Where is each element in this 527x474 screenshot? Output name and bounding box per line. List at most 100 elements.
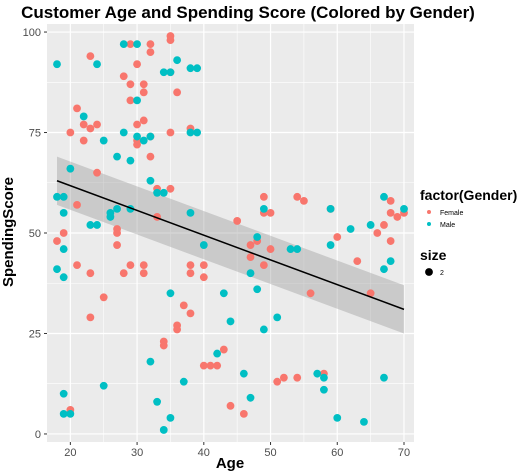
point-male [273,313,282,322]
point-female [333,233,342,241]
point-male [66,164,75,173]
point-female [173,88,182,97]
point-male [153,397,162,406]
trend-line [56,180,405,311]
point-male [119,40,128,48]
point-female [139,80,148,89]
legend-label-male: Male [440,222,455,229]
x-axis-title: Age [216,455,244,472]
point-female [353,257,362,266]
point-male [99,381,108,390]
point-male [159,188,168,197]
point-female [119,269,128,278]
point-female [86,313,95,322]
point-male [186,64,195,73]
point-male [380,373,388,382]
y-tick-label: 50 [29,228,41,240]
point-female [159,337,168,346]
point-female [99,293,108,302]
point-male [259,325,268,334]
point-female [126,96,135,105]
point-male [293,245,302,253]
x-tick-label: 30 [131,447,143,459]
point-male [179,377,188,386]
legend-color-entries: Female Male [427,210,463,229]
y-tick-label: 0 [35,429,41,441]
point-male [320,373,328,382]
point-male [400,204,408,213]
point-female [79,120,88,129]
point-male [326,204,335,213]
point-male [59,209,68,217]
point-female [126,40,135,48]
y-axis-ticks: 0 25 50 75 100 [23,27,47,441]
point-female [273,377,282,386]
point-female [266,209,275,217]
points-layer [53,32,408,434]
point-female [119,72,128,81]
point-female [93,120,101,129]
point-male [159,426,168,434]
point-male [366,221,375,229]
point-female [206,361,215,370]
point-female [186,309,195,318]
point-male [146,357,155,366]
point-female [306,289,315,298]
point-female [173,325,182,334]
y-tick-label: 25 [29,328,41,340]
legend: factor(Gender) Female Male size 2 [420,187,517,277]
point-male [66,409,75,418]
point-female [300,196,308,205]
point-male [53,192,61,201]
point-female [199,361,208,370]
x-tick-label: 60 [331,447,343,459]
point-male [59,409,68,418]
point-female [139,88,148,97]
point-female [139,269,148,278]
point-female [73,200,81,209]
point-male [133,96,141,105]
point-male [53,265,61,274]
point-male [166,413,175,422]
gridlines [47,24,414,442]
point-male [119,128,128,137]
y-axis-title: SpendingScore [0,177,17,287]
point-male [333,413,342,422]
point-female [86,52,95,61]
point-female [133,120,141,129]
point-male [86,221,95,229]
point-female [186,261,195,270]
point-male [59,389,68,398]
point-male [173,56,182,65]
x-tick-label: 40 [198,447,210,459]
point-male [320,385,328,394]
point-male [380,265,388,274]
point-male [386,257,395,266]
point-female [133,60,141,69]
point-female [380,221,388,229]
trend-line-layer [56,180,405,311]
point-male [59,192,68,201]
point-female [93,168,101,177]
point-male [253,233,262,241]
point-female [73,261,81,270]
point-female [179,301,188,310]
point-male [79,112,88,121]
point-female [199,273,208,282]
point-male [286,245,295,253]
point-female [113,229,121,237]
point-female [146,40,155,48]
point-male [113,152,121,161]
point-female [366,289,375,298]
point-male [139,136,148,145]
point-female [213,361,222,370]
point-male [146,176,155,185]
legend-size-label: 2 [440,270,444,277]
point-female [293,192,302,201]
point-female [139,116,148,125]
point-male [346,225,355,233]
point-female [53,237,61,245]
point-female [126,261,135,270]
point-male [193,64,202,73]
legend-size-entries: 2 [425,268,444,277]
